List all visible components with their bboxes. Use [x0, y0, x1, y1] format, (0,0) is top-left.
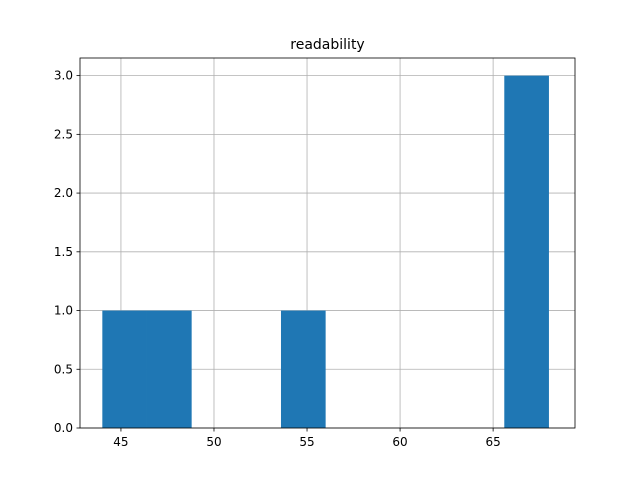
- x-tick-label: 65: [485, 435, 500, 449]
- bar: [504, 75, 549, 428]
- bar: [102, 310, 147, 428]
- y-tick-label: 1.0: [54, 304, 73, 318]
- chart-title: readability: [290, 37, 364, 53]
- axes-frame: [79, 57, 576, 429]
- y-tick-label: 3.0: [54, 69, 73, 83]
- x-tick-label: 60: [392, 435, 407, 449]
- y-tick-label: 0.5: [54, 362, 73, 376]
- x-tick-label: 50: [206, 435, 221, 449]
- bar: [280, 310, 326, 428]
- y-tick-label: 2.5: [54, 127, 73, 141]
- y-tick-label: 0.0: [54, 421, 73, 435]
- y-tick-label: 2.0: [54, 186, 73, 200]
- x-tick-label: 55: [299, 435, 314, 449]
- x-tick-label: 45: [113, 435, 128, 449]
- bar: [146, 310, 192, 428]
- y-tick-label: 1.5: [54, 245, 73, 259]
